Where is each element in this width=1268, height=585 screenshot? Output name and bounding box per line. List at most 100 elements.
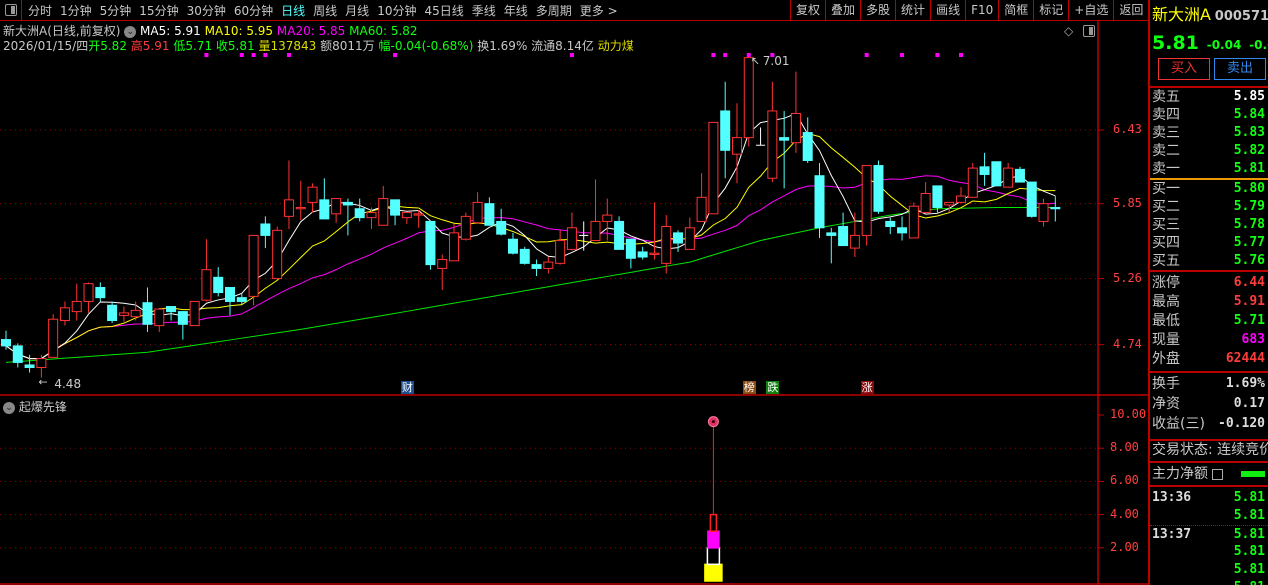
candle [507,238,518,254]
candle [48,318,59,358]
candle [12,345,23,363]
candle [814,175,825,229]
tool-button[interactable]: 标记 [1033,0,1068,20]
period-tab[interactable]: 季线 [471,3,496,18]
volume-label: 量 [258,39,271,53]
low-price-label: 4.48 [54,376,82,391]
close-label: 收 [215,39,228,53]
tick-price: 5.81 [1233,544,1265,559]
row-value: 683 [1241,332,1265,347]
sell-button[interactable]: 卖出 [1214,58,1266,80]
tick-row: 5.81 [1150,543,1268,561]
tool-button[interactable]: 简框 [998,0,1033,20]
row-label: 卖二 [1152,143,1180,159]
main-net-bar [1241,471,1265,477]
row-label: 买一 [1152,181,1180,197]
candle [201,269,212,301]
candle [920,193,931,214]
signal-dot [263,53,268,57]
candle [519,248,530,264]
candle [484,203,495,226]
bid-levels: 买一 5.80 买二 5.79 买三 5.78 买四 5.77 买五 5.76 [1150,180,1268,270]
event-marker[interactable]: 涨 [860,381,874,394]
candle [378,198,389,226]
buy-button[interactable]: 买入 [1158,58,1210,80]
indicator-axis-label: 10.00 [1110,407,1147,421]
row-label: 外盘 [1152,351,1180,367]
period-tab[interactable]: 5分钟 [99,3,132,18]
chevron-down-icon[interactable]: ⌄ [3,401,15,414]
star-signal-icon-center [711,420,715,424]
row-value: 5.76 [1233,253,1265,268]
tick-price: 5.81 [1233,527,1265,542]
candle [71,300,82,313]
row-value: 6.44 [1233,275,1265,290]
sidebar-toggle-button[interactable] [0,0,22,20]
row-value: 1.69% [1225,376,1265,391]
period-tab[interactable]: 周线 [313,3,338,18]
high-price-label: 7.01 [762,54,790,69]
period-tab[interactable]: 1分钟 [60,3,92,18]
tool-button[interactable]: 统计 [895,0,930,20]
event-marker[interactable]: 榜 [742,381,756,394]
bids-row: 买二 5.79 [1150,198,1268,216]
candle [720,110,731,151]
candle [142,302,153,325]
row-value: -0.120 [1218,416,1265,431]
candle [566,227,577,250]
period-tab[interactable]: 60分钟 [233,3,274,18]
panel-toggle-icon[interactable] [1083,25,1095,37]
row-label: 卖一 [1152,161,1180,177]
chart-title-line: 新大洲A(日线,前复权) ⌄ MA5: 5.91 MA10: 5.95 MA20… [3,22,418,39]
ask-levels: 卖五 5.85 卖四 5.84 卖三 5.83 卖二 5.82 卖一 5.81 [1150,88,1268,178]
period-tab[interactable]: 日线 [281,3,306,18]
candle [272,229,283,280]
quote-panel: 新大洲A 000571 5.81 -0.04 -0.68% 买入 卖出 卖五 5.… [1148,0,1268,585]
row-label: 买四 [1152,235,1180,251]
tool-button[interactable]: 返回 [1113,0,1148,20]
diamond-icon[interactable]: ◇ [1064,24,1074,38]
indicator-bar [707,530,720,549]
period-tab[interactable]: 月线 [345,3,370,18]
candle [955,195,966,203]
list-icon[interactable] [1212,468,1224,480]
candle [307,186,318,203]
period-tab[interactable]: 更多 > [579,3,618,18]
row-label: 买三 [1152,217,1180,233]
signal-dot [286,53,291,57]
candle [225,286,236,302]
tool-button[interactable]: 叠加 [825,0,860,20]
candle [331,198,342,215]
tool-button[interactable]: F10 [965,0,998,20]
kline-chart[interactable]: ↖← [0,0,1148,585]
sector-link[interactable]: 动力煤 [597,39,634,53]
candle [213,276,224,294]
asks-row: 卖三 5.83 [1150,124,1268,142]
high-label: 高 [130,39,143,53]
float-value: 流通8.14亿 [531,39,594,53]
change-label: 幅 [378,39,391,53]
period-tab[interactable]: 45日线 [424,3,464,18]
event-marker[interactable]: 跌 [766,381,780,394]
period-tab[interactable]: 分时 [28,3,53,18]
candle [1026,181,1037,217]
period-tab[interactable]: 10分钟 [377,3,417,18]
tool-button[interactable]: 复权 [790,0,825,20]
panel-toggle-icon [4,4,17,16]
stock-code: 000571 [1214,9,1268,24]
period-tab[interactable]: 年线 [503,3,528,18]
candle [731,137,742,155]
period-tab[interactable]: 多周期 [535,3,572,18]
row-label: 换手 [1152,376,1180,392]
stats-row: 最低 5.71 [1150,312,1268,331]
tick-time: 13:36 [1152,490,1192,505]
candle [1003,167,1014,188]
tool-button[interactable]: +自选 [1068,0,1113,20]
tool-button[interactable]: 多股 [860,0,895,20]
chevron-down-icon[interactable]: ⌄ [124,25,137,38]
tool-button[interactable]: 画线 [930,0,965,20]
period-tab[interactable]: 30分钟 [186,3,226,18]
event-marker[interactable]: 财 [400,381,414,394]
period-tab[interactable]: 15分钟 [139,3,179,18]
arrow-icon: ← [38,376,47,389]
